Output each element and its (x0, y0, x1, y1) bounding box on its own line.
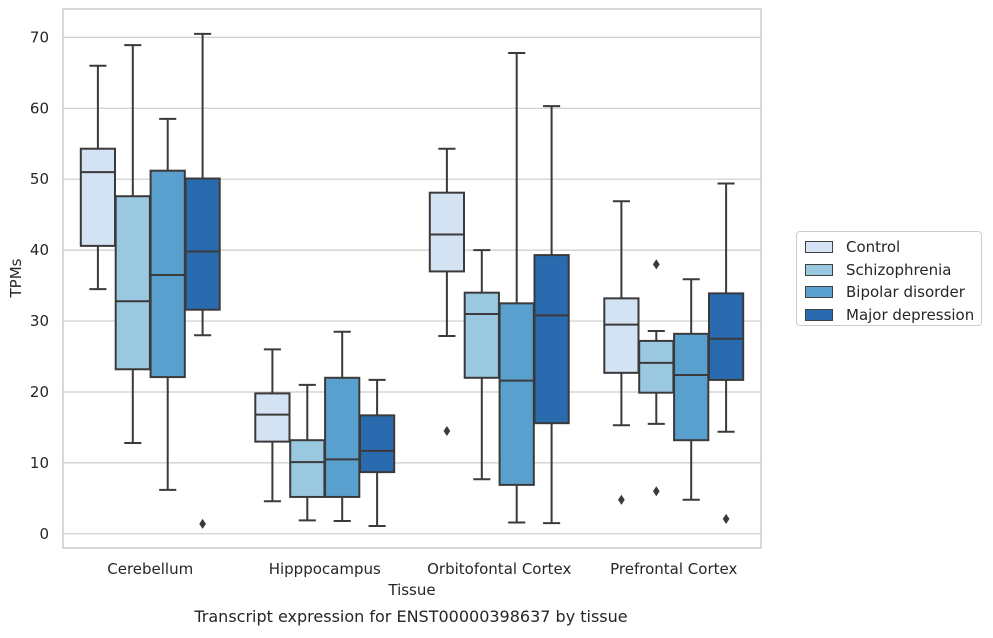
box-bipolar-disorder (673, 278, 710, 501)
x-tick-label: Prefrontal Cortex (610, 560, 737, 578)
box-control (254, 348, 291, 503)
box (184, 177, 221, 311)
legend-swatch (805, 308, 833, 321)
x-tick-label: Hipppocampus (269, 560, 381, 578)
box-bipolar-disorder (324, 330, 361, 523)
legend-item: Control (805, 236, 981, 259)
box (707, 292, 745, 381)
box (324, 376, 361, 498)
box-schizophrenia (114, 44, 151, 445)
outlier-point (199, 518, 206, 529)
y-tick-label: 0 (39, 525, 49, 543)
outlier-point (618, 494, 625, 505)
box-control (603, 200, 640, 505)
legend-item: Major depression (805, 304, 981, 327)
box (254, 392, 291, 443)
legend-label: Control (846, 238, 901, 257)
box (358, 414, 396, 474)
box (149, 169, 186, 379)
y-tick-label: 20 (30, 383, 49, 401)
box (289, 439, 326, 498)
box-layer (79, 32, 745, 529)
outlier-point (722, 513, 730, 524)
box (79, 147, 117, 247)
y-tick-label: 70 (30, 28, 49, 46)
y-tick-label: 30 (30, 312, 49, 330)
x-tick-label: Cerebellum (107, 560, 193, 578)
legend-item: Schizophrenia (805, 259, 981, 282)
plot-frame (62, 8, 762, 549)
box-schizophrenia (289, 383, 326, 522)
x-tick-labels: Cerebellum Hipppocampus Orbitofontal Corte… (107, 560, 737, 578)
x-axis-label: Tissue (387, 581, 435, 599)
box-major-depression (533, 105, 570, 525)
x-tick-label: Orbitofontal Cortex (427, 560, 571, 578)
box (673, 332, 710, 442)
box-major-depression (707, 182, 745, 524)
legend-label: Schizophrenia (846, 260, 952, 279)
legend-label: Bipolar disorder (846, 283, 965, 302)
box-schizophrenia (638, 259, 675, 497)
legend: Control Schizophrenia Bipolar disorder Majo… (796, 231, 982, 326)
box (114, 195, 151, 371)
legend-label: Major depression (846, 305, 975, 324)
box-bipolar-disorder (498, 51, 535, 524)
y-axis-label: TPMs (7, 258, 25, 298)
chart-title: Transcript expression for ENST0000039863… (193, 607, 627, 626)
legend-swatch (805, 263, 833, 276)
y-tick-labels: 0 10 20 30 40 50 60 70 (30, 28, 49, 542)
outlier-point (652, 259, 660, 270)
y-tick-label: 60 (30, 99, 49, 117)
box-major-depression (184, 32, 221, 529)
box (603, 297, 640, 374)
box (498, 302, 535, 486)
y-tick-label: 10 (30, 454, 49, 472)
y-tick-label: 40 (30, 241, 49, 259)
box-control (79, 64, 117, 291)
legend-item: Bipolar disorder (805, 281, 981, 304)
box (463, 291, 500, 379)
box (533, 254, 570, 425)
outlier-point (652, 486, 660, 497)
legend-swatch (805, 241, 833, 254)
box-major-depression (358, 378, 396, 528)
box-schizophrenia (463, 249, 500, 481)
box-control (428, 147, 466, 437)
box-bipolar-disorder (149, 117, 186, 491)
box (428, 191, 466, 273)
outlier-point (443, 425, 451, 437)
box (638, 339, 675, 394)
legend-swatch (805, 286, 833, 299)
y-tick-label: 50 (30, 170, 49, 188)
